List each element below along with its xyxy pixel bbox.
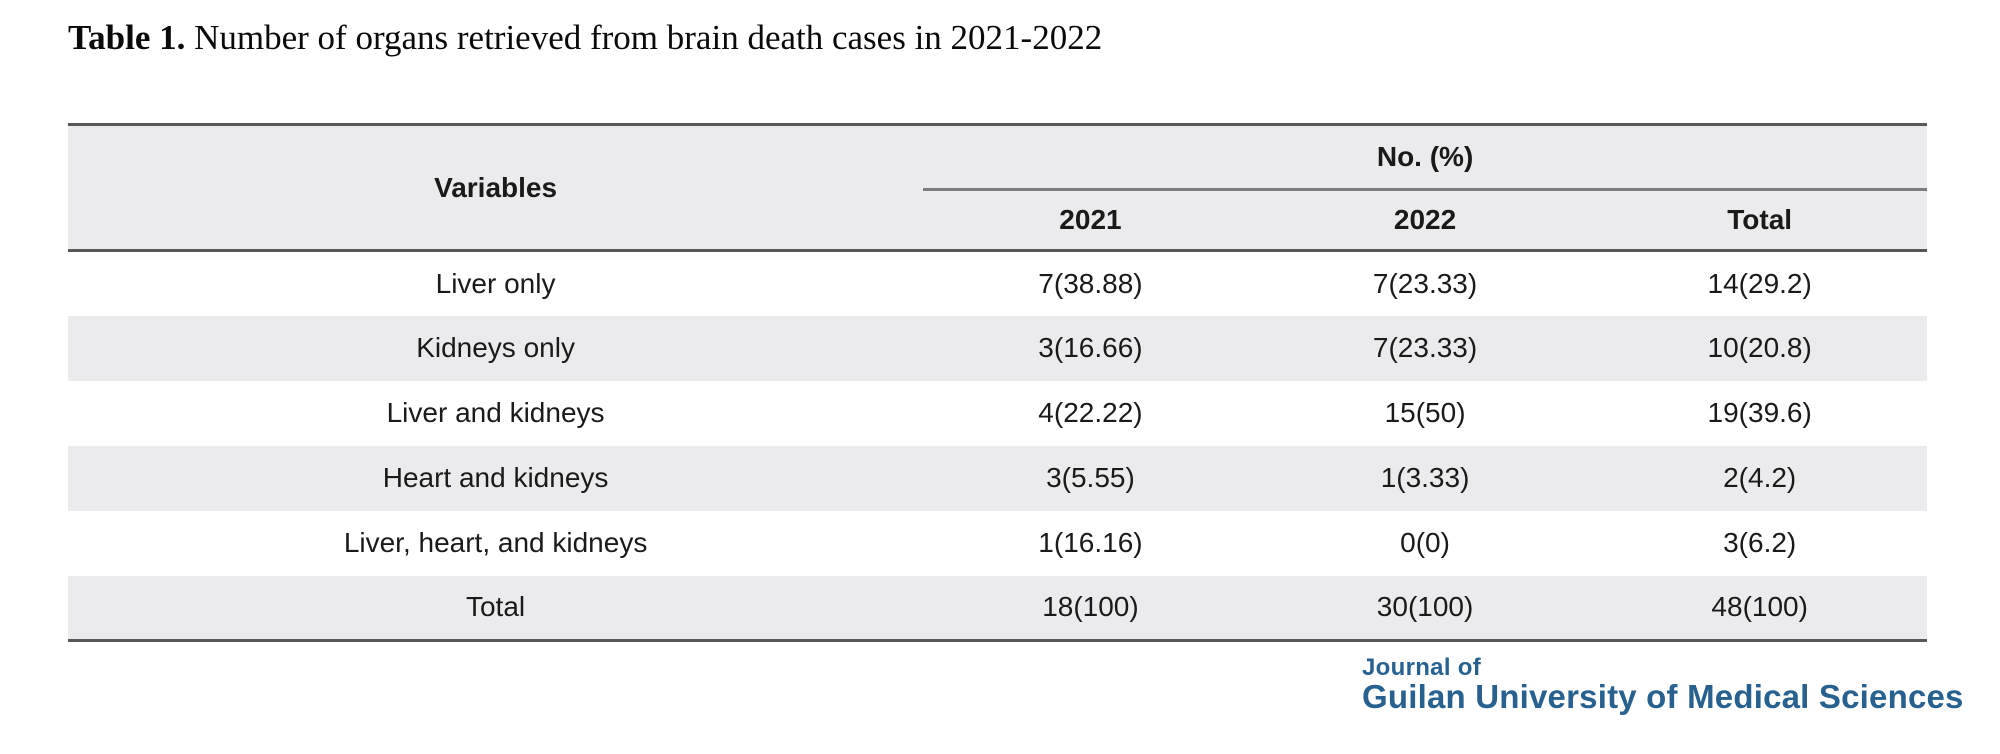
table-cell: 7(38.88) xyxy=(1038,267,1143,299)
table-cell: 3(16.66) xyxy=(1038,332,1143,363)
organs-table-container: Variables No. (%) 2021 2022 Total Liver … xyxy=(68,123,1927,642)
header-variables: Variables xyxy=(68,124,924,252)
journal-logo-line1: Journal of xyxy=(1362,654,1482,681)
table-row-liver-heart-kidneys: Liver, heart, and kidneys 1(16.16) 0(0) … xyxy=(68,511,1927,576)
table-body: Liver only 7(38.88) 7(23.33) 14(29.2) Ki… xyxy=(68,251,1927,641)
table-cell: 0(0) xyxy=(1400,527,1450,558)
header-2021: 2021 xyxy=(923,189,1258,253)
table-cell: 15(50) xyxy=(1384,397,1466,428)
row-label-cell: Heart and kidneys xyxy=(382,462,609,493)
header-total: Total xyxy=(1592,189,1927,253)
table-caption-text: Number of organs retrieved from brain de… xyxy=(194,18,1103,57)
table-row-heart-and-kidneys: Heart and kidneys 3(5.55) 1(3.33) 2(4.2) xyxy=(68,445,1927,511)
table-cell: 48(100) xyxy=(1711,591,1808,623)
table-cell: 18(100) xyxy=(1042,591,1139,623)
table-row-kidneys-only: Kidneys only 3(16.66) 7(23.33) 10(20.8) xyxy=(68,315,1927,381)
table-cell: 7(23.33) xyxy=(1372,267,1478,299)
table-cell: 7(23.33) xyxy=(1372,332,1478,363)
table-caption: Table 1. Number of organs retrieved from… xyxy=(68,18,1102,58)
table-caption-label: Table 1. xyxy=(68,18,186,57)
table-cell: 4(22.22) xyxy=(1038,397,1143,428)
row-label-cell: Total xyxy=(465,591,526,623)
header-2022: 2022 xyxy=(1257,189,1593,253)
table-row-total: Total 18(100) 30(100) 48(100) xyxy=(68,575,1927,641)
header-row-group: Variables No. (%) xyxy=(68,124,1927,252)
table-row-liver-and-kidneys: Liver and kidneys 4(22.22) 15(50) 19(39.… xyxy=(68,381,1927,446)
journal-logo: Journal of Guilan University of Medical … xyxy=(1362,655,1964,715)
table-cell: 1(16.16) xyxy=(1038,527,1143,558)
table-cell: 1(3.33) xyxy=(1380,462,1470,493)
row-label-cell: Kidneys only xyxy=(416,332,575,363)
organs-table: Variables No. (%) 2021 2022 Total Liver … xyxy=(68,123,1927,642)
table-cell: 3(5.55) xyxy=(1046,462,1135,493)
table-cell: 30(100) xyxy=(1376,591,1474,623)
table-cell: 3(6.2) xyxy=(1723,527,1797,558)
table-cell: 10(20.8) xyxy=(1707,332,1812,363)
table-header: Variables No. (%) 2021 2022 Total xyxy=(68,124,1927,253)
table-cell: 14(29.2) xyxy=(1707,267,1812,299)
table-row-liver-only: Liver only 7(38.88) 7(23.33) 14(29.2) xyxy=(68,251,1927,316)
row-label-cell: Liver, heart, and kidneys xyxy=(343,527,648,558)
header-row-years: 2021 2022 Total xyxy=(68,189,1927,253)
row-label-cell: Liver only xyxy=(435,267,556,299)
header-no-percent: No. (%) xyxy=(923,124,1927,191)
table-cell: 19(39.6) xyxy=(1707,397,1812,428)
row-label-cell: Liver and kidneys xyxy=(386,397,605,428)
journal-logo-line2: Guilan University of Medical Sciences xyxy=(1362,678,1964,716)
table-cell: 2(4.2) xyxy=(1723,462,1797,493)
